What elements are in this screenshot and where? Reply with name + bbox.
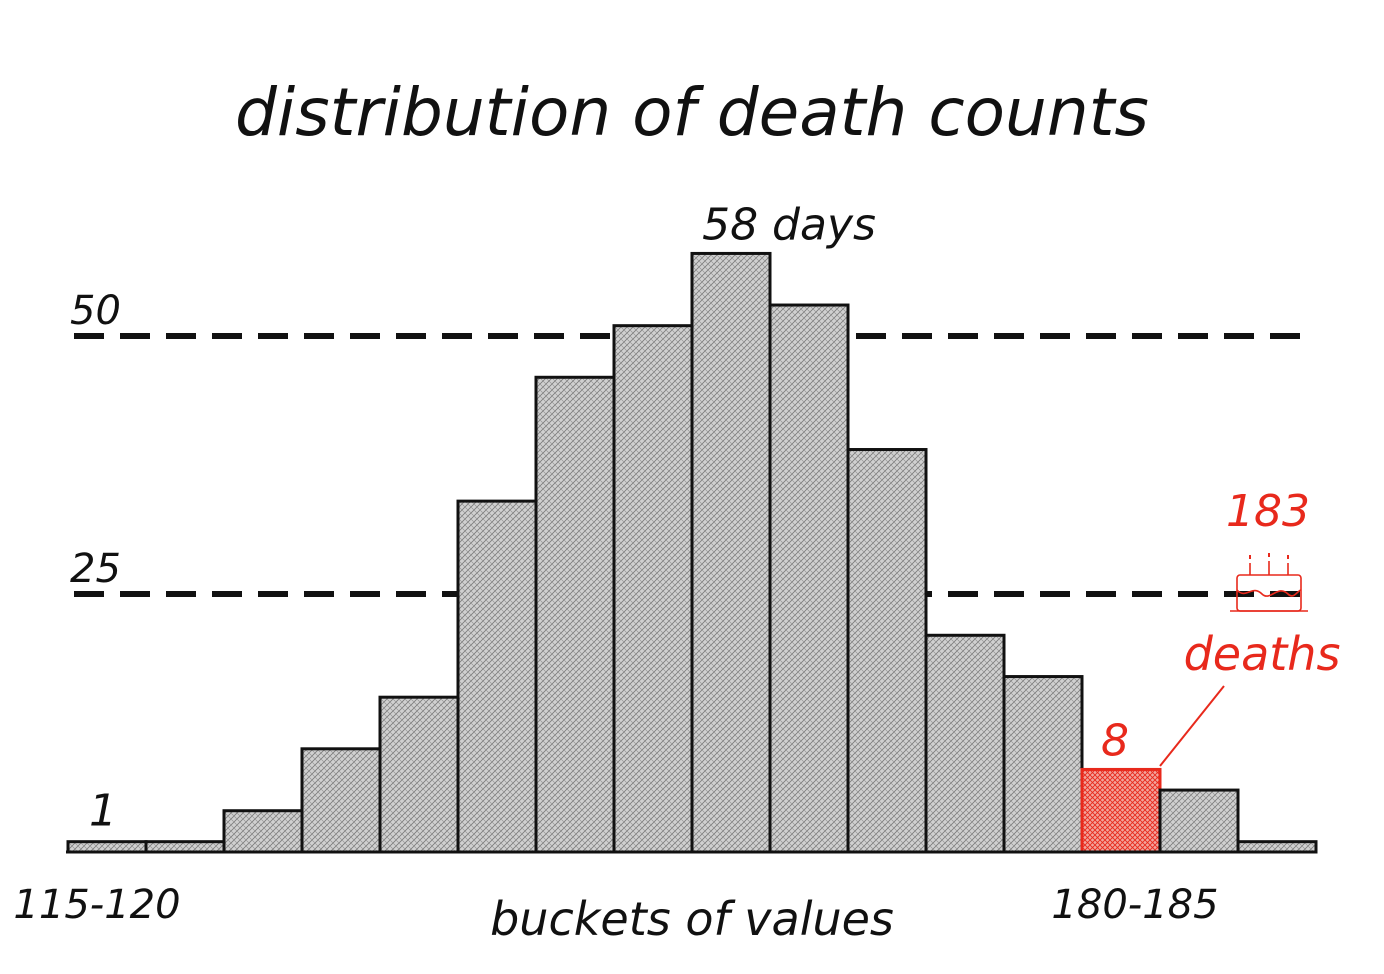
bar — [1236, 840, 1318, 854]
bar — [378, 695, 460, 854]
birthday-cake-icon — [1230, 553, 1308, 612]
bar — [144, 840, 226, 854]
bar — [66, 840, 148, 854]
note-number: 183 — [1226, 486, 1310, 537]
x-tick-label: 115-120 — [13, 882, 180, 928]
note-text: deaths — [1184, 627, 1341, 681]
deaths-pointer-line — [1159, 685, 1225, 767]
peak-label: 58 days — [702, 199, 876, 250]
bar — [1158, 788, 1240, 854]
chart-title: distribution of death counts — [235, 74, 1149, 151]
x-tick-label: 180-185 — [1051, 882, 1218, 928]
gridline-label: 50 — [70, 288, 121, 334]
bar — [222, 809, 304, 854]
bar — [300, 747, 382, 854]
gridline-label: 25 — [70, 546, 121, 592]
bar — [846, 448, 928, 854]
first-bar-label: 1 — [89, 786, 117, 837]
bars — [66, 251, 1318, 854]
bar — [534, 375, 616, 854]
bar — [1002, 675, 1084, 854]
bar — [456, 499, 538, 854]
bar — [924, 633, 1006, 854]
bar — [612, 324, 694, 854]
bar — [690, 251, 772, 854]
x-axis-label: buckets of values — [490, 892, 894, 946]
bar — [768, 303, 850, 854]
highlight-value-label: 8 — [1101, 715, 1129, 766]
labels: 25 50 115-120 180-185 58 days 1 8 183 deaths — [13, 199, 1340, 928]
bar-highlighted — [1080, 767, 1162, 854]
